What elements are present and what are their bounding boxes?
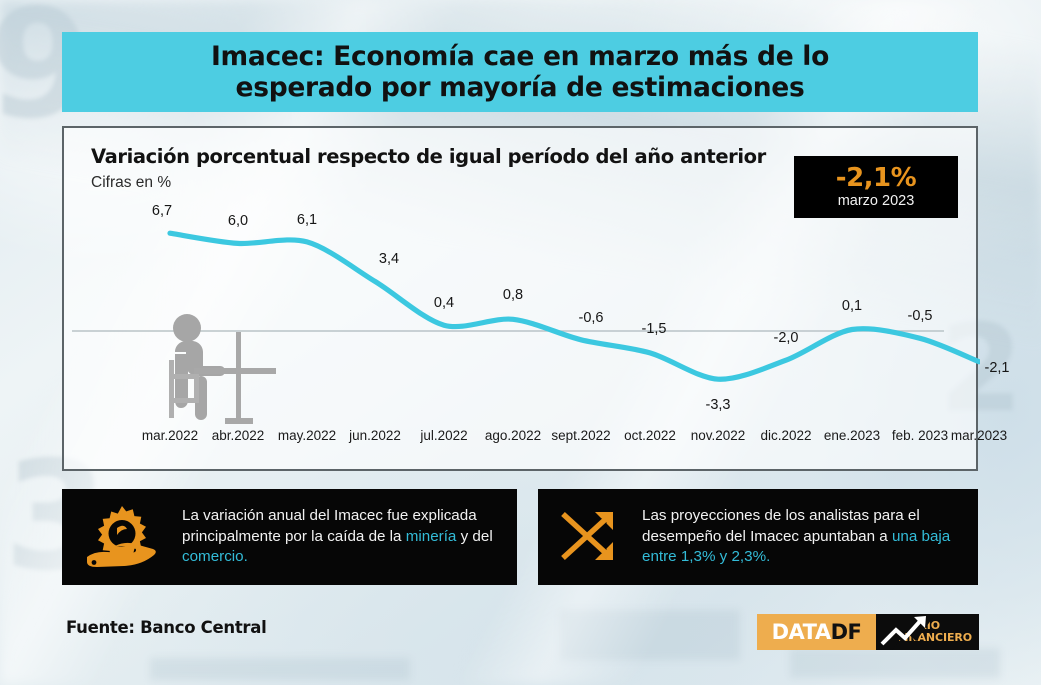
highlight-value: -2,1% <box>835 163 917 194</box>
plot-area: 6,7 6,0 6,1 3,4 0,4 0,8 -0,6 -1,5 -3,3 -2,0 0,1 -0,… <box>64 203 1010 436</box>
highlight-period: marzo 2023 <box>837 193 915 210</box>
data-point-label: -0,6 <box>578 309 604 326</box>
data-point-label: 0,4 <box>433 295 455 312</box>
x-axis-tick-label: jun.2022 <box>349 428 401 443</box>
logo-data-text: DATA <box>771 620 832 644</box>
x-axis-tick-label: ene.2023 <box>823 428 881 443</box>
data-point-label: -1,5 <box>641 320 667 337</box>
data-point-label: -2,1 <box>984 359 1010 376</box>
data-point-label: -2,0 <box>773 330 799 347</box>
data-point-label: 0,8 <box>502 287 524 304</box>
background-shape-2 <box>790 648 1000 678</box>
x-axis: mar.2022 abr.2022 may.2022 jun.2022 jul.2022… <box>64 428 1007 454</box>
logo-datadf-mark: DATA DF <box>757 614 876 650</box>
logo-growth-arrow-icon <box>876 614 938 650</box>
x-axis-tick-label: dic.2022 <box>760 428 812 443</box>
data-point-label: 3,4 <box>378 251 400 268</box>
highlight-value-box: -2,1% marzo 2023 <box>794 156 958 218</box>
callout-highlight-text: comercio. <box>182 548 248 566</box>
logo-brand-block: DIARIO FINANCIERO <box>876 614 979 650</box>
x-axis-tick-label: jul.2022 <box>420 428 468 443</box>
logo-df-text: DF <box>830 620 862 644</box>
data-point-label: -0,5 <box>907 308 933 325</box>
x-axis-tick-label: may.2022 <box>277 428 337 443</box>
callout-plain-text: y del <box>456 527 493 545</box>
background-shape-1 <box>560 610 740 660</box>
imacec-series-line <box>167 230 980 382</box>
callout-mining-commerce: La variación anual del Imacec fue explic… <box>62 489 517 585</box>
x-axis-tick-label: abr.2022 <box>211 428 265 443</box>
x-axis-tick-label: sept.2022 <box>551 428 611 443</box>
data-point-label: -3,3 <box>705 397 731 414</box>
gear-in-hand-icon <box>62 502 182 572</box>
source-label: Fuente: Banco Central <box>66 618 267 637</box>
crossing-arrows-icon <box>538 506 642 568</box>
callout-plain-text: La variación anual del Imacec fue explic… <box>182 507 477 545</box>
chart-subheading: Cifras en % <box>91 174 172 191</box>
page-title: Imacec: Economía cae en marzo más de lo … <box>211 40 829 103</box>
x-axis-tick-label: nov.2022 <box>690 428 746 443</box>
x-axis-tick-label: feb. 2023 <box>891 428 949 443</box>
x-axis-tick-label: oct.2022 <box>624 428 676 443</box>
x-axis-tick-label: mar.2022 <box>141 428 199 443</box>
callout-highlight-text: una baja entre 1,3% y 2,3%. <box>642 527 951 566</box>
data-point-label: 6,1 <box>296 211 318 228</box>
callout-highlight-text: minería <box>405 527 457 545</box>
line-chart-svg <box>72 230 980 382</box>
data-point-label: 0,1 <box>841 297 863 314</box>
data-point-label: 6,7 <box>151 203 173 220</box>
logo-brand-line2: FINANCIERO <box>896 631 972 644</box>
callout-left-text: La variación anual del Imacec fue explic… <box>182 506 517 568</box>
callout-projections: Las proyecciones de los analistas para e… <box>538 489 978 585</box>
chart-panel: Variación porcentual respecto de igual p… <box>62 126 1010 471</box>
chart-heading: Variación porcentual respecto de igual p… <box>91 145 766 168</box>
x-axis-tick-label: ago.2022 <box>484 428 542 443</box>
x-axis-tick-label: mar.2023 <box>950 428 1008 443</box>
header-bar: Imacec: Economía cae en marzo más de lo … <box>62 32 978 112</box>
callout-right-text: Las proyecciones de los analistas para e… <box>642 506 978 568</box>
background-shape-3 <box>150 658 410 680</box>
callout-plain-text: Las proyecciones de los analistas para e… <box>642 507 920 545</box>
person-at-desk-icon <box>169 314 276 424</box>
data-point-label: 6,0 <box>227 213 249 230</box>
